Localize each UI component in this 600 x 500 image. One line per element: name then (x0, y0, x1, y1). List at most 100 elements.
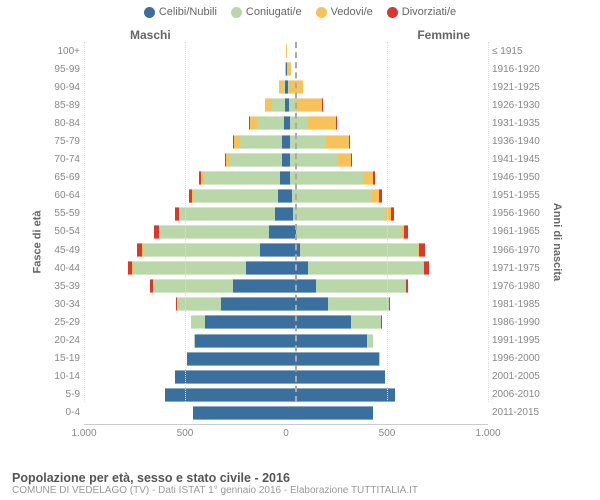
grid-line (387, 42, 388, 402)
grid-line (84, 42, 85, 402)
bar-segment-divorziato (419, 243, 425, 257)
bar-segment-coniugato (194, 189, 279, 203)
legend-dot-icon (387, 7, 398, 18)
age-label: 35-39 (50, 281, 84, 292)
bar-segment-divorziato (424, 261, 429, 275)
bar-segment-coniugato (290, 171, 363, 185)
male-bar (84, 404, 286, 422)
x-tick-label: 0 (283, 428, 289, 439)
pyramid-row: 100+≤ 1915 (50, 42, 540, 60)
bar-zone (84, 368, 488, 386)
bar-zone (84, 187, 488, 205)
pyramid-row: 55-591956-1960 (50, 205, 540, 223)
birth-year-label: 1981-1985 (488, 299, 540, 310)
bar-segment-celibe (286, 225, 296, 239)
bar-zone (84, 277, 488, 295)
birth-year-label: 1931-1935 (488, 118, 540, 129)
bar-zone (84, 96, 488, 114)
pyramid-row: 45-491966-1970 (50, 241, 540, 259)
bar-segment-coniugato (300, 243, 417, 257)
birth-year-label: 1946-1950 (488, 172, 540, 183)
birth-year-label: 1966-1970 (488, 245, 540, 256)
birth-year-label: 1986-1990 (488, 317, 540, 328)
bar-segment-celibe (286, 279, 316, 293)
bar-segment-celibe (286, 334, 367, 348)
bar-segment-celibe (286, 388, 395, 402)
bar-zone (84, 332, 488, 350)
legend-dot-icon (144, 7, 155, 18)
pyramid-row: 5-92006-2010 (50, 386, 540, 404)
bar-segment-coniugato (296, 225, 401, 239)
bar-segment-celibe (165, 388, 286, 402)
bar-segment-celibe (286, 370, 385, 384)
birth-year-label: 1926-1930 (488, 100, 540, 111)
legend-item: Celibi/Nubili (144, 6, 217, 18)
bar-segment-coniugato (153, 279, 234, 293)
birth-year-label: 1921-1925 (488, 82, 540, 93)
pyramid-row: 80-84 1931-1935 (50, 114, 540, 132)
bar-segment-coniugato (351, 315, 381, 329)
bar-segment-coniugato (293, 207, 386, 221)
grid-line (488, 42, 489, 402)
age-label: 65-69 (50, 172, 84, 183)
bar-segment-coniugato (272, 98, 284, 112)
legend-item: Divorziati/e (387, 6, 456, 18)
pyramid-rows: 100+≤ 191595-991916-192090-941921-192585… (50, 42, 540, 422)
bar-segment-celibe (286, 352, 379, 366)
bar-zone (84, 169, 488, 187)
x-tick-label: 1.000 (71, 428, 96, 439)
pyramid-row: 50-541961-1965 (50, 223, 540, 241)
age-label: 20-24 (50, 335, 84, 346)
age-label: 80-84 (50, 118, 84, 129)
bar-segment-celibe (286, 243, 300, 257)
bar-segment-celibe (286, 261, 308, 275)
bar-segment-coniugato (290, 153, 338, 167)
bar-zone (84, 404, 488, 422)
bar-segment-celibe (175, 370, 286, 384)
bar-segment-celibe (260, 243, 286, 257)
pyramid-row: 0-42011-2015 (50, 404, 540, 422)
birth-year-label: 2001-2005 (488, 371, 540, 382)
legend-label: Vedovi/e (331, 6, 373, 18)
birth-year-label: 1996-2000 (488, 353, 540, 364)
bar-segment-coniugato (160, 225, 269, 239)
bar-zone (84, 259, 488, 277)
bar-zone (84, 42, 488, 60)
birth-year-label: ≤ 1915 (488, 46, 540, 57)
bar-segment-celibe (193, 406, 286, 420)
pyramid-row: 35-391976-1980 (50, 277, 540, 295)
bar-segment-vedovo (265, 98, 273, 112)
age-label: 60-64 (50, 190, 84, 201)
legend-label: Divorziati/e (402, 6, 456, 18)
age-label: 70-74 (50, 154, 84, 165)
chart-subtitle: COMUNE DI VEDELAGO (TV) - Dati ISTAT 1° … (12, 485, 588, 496)
chart-footer: Popolazione per età, sesso e stato civil… (12, 471, 588, 496)
age-label: 75-79 (50, 136, 84, 147)
bar-segment-vedovo (250, 116, 258, 130)
bar-segment-coniugato (229, 153, 282, 167)
bar-zone (84, 151, 488, 169)
pyramid-row: 20-241991-1995 (50, 332, 540, 350)
bar-segment-celibe (205, 315, 286, 329)
bar-segment-divorziato (351, 153, 352, 167)
bar-segment-coniugato (328, 297, 389, 311)
age-label: 85-89 (50, 100, 84, 111)
bar-zone (84, 350, 488, 368)
age-label: 50-54 (50, 226, 84, 237)
bar-segment-celibe (286, 406, 373, 420)
pyramid-row: 25-29 1986-1990 (50, 313, 540, 331)
bar-segment-celibe (286, 297, 328, 311)
bar-segment-celibe (221, 297, 286, 311)
bar-zone (84, 60, 488, 78)
legend: Celibi/Nubili Coniugati/e Vedovi/e Divorzia… (0, 0, 600, 20)
age-label: 25-29 (50, 317, 84, 328)
legend-label: Celibi/Nubili (159, 6, 217, 18)
pyramid-row: 15-191996-2000 (50, 350, 540, 368)
bar-segment-coniugato (292, 189, 373, 203)
x-axis: 1.00050005001.000 (84, 424, 488, 442)
legend-item: Coniugati/e (231, 6, 302, 18)
bar-segment-coniugato (289, 98, 296, 112)
bar-segment-vedovo (296, 98, 322, 112)
bar-segment-vedovo (326, 135, 348, 149)
x-tick-label: 500 (379, 428, 396, 439)
